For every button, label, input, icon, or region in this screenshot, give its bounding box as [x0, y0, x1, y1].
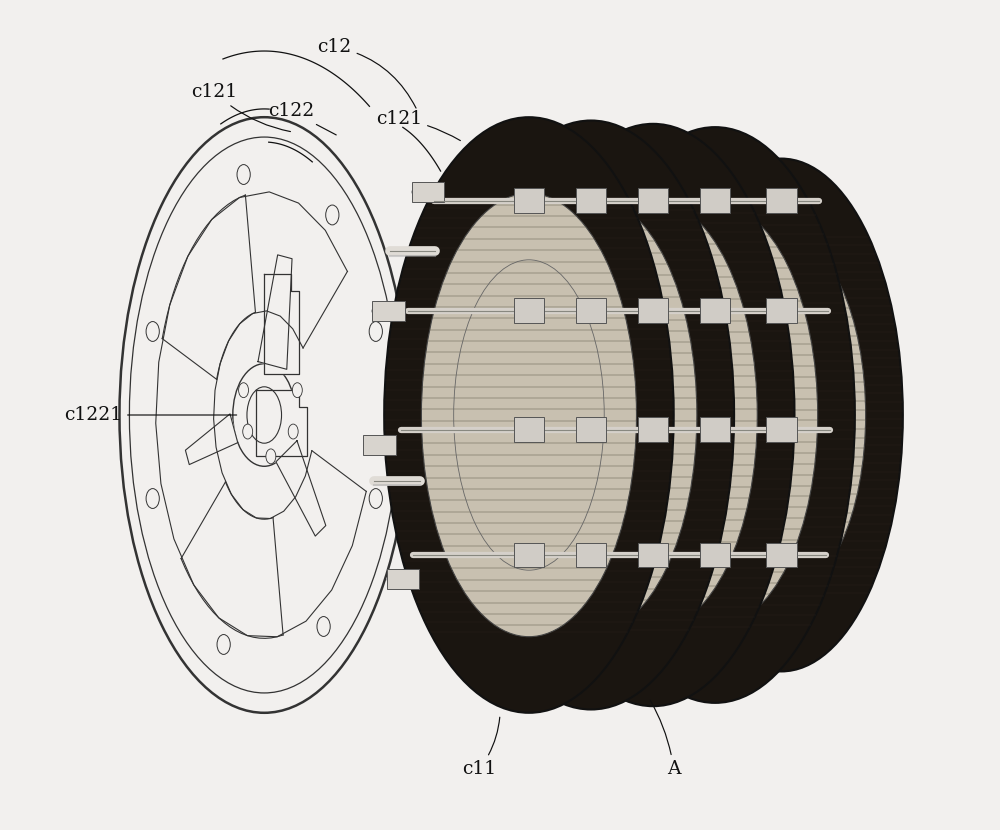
FancyBboxPatch shape: [766, 543, 797, 568]
FancyBboxPatch shape: [700, 188, 730, 213]
FancyBboxPatch shape: [576, 298, 606, 323]
FancyBboxPatch shape: [514, 298, 544, 323]
Ellipse shape: [288, 424, 298, 439]
Ellipse shape: [146, 321, 159, 341]
Ellipse shape: [512, 124, 794, 706]
Ellipse shape: [613, 203, 818, 627]
Text: c122: c122: [268, 102, 336, 135]
Ellipse shape: [549, 200, 757, 630]
Ellipse shape: [448, 120, 734, 710]
FancyBboxPatch shape: [700, 543, 730, 568]
Polygon shape: [256, 390, 307, 456]
Ellipse shape: [369, 489, 382, 509]
FancyBboxPatch shape: [514, 417, 544, 442]
FancyBboxPatch shape: [700, 298, 730, 323]
Ellipse shape: [247, 387, 282, 443]
Ellipse shape: [660, 159, 903, 671]
Polygon shape: [185, 414, 238, 465]
FancyBboxPatch shape: [638, 543, 668, 568]
Text: c12: c12: [317, 38, 416, 108]
Polygon shape: [276, 441, 326, 536]
Ellipse shape: [421, 193, 636, 637]
FancyBboxPatch shape: [576, 188, 606, 213]
Text: c121: c121: [192, 83, 290, 132]
Ellipse shape: [146, 489, 159, 509]
Ellipse shape: [237, 164, 250, 184]
FancyBboxPatch shape: [638, 417, 668, 442]
FancyBboxPatch shape: [766, 417, 797, 442]
FancyBboxPatch shape: [514, 543, 544, 568]
FancyBboxPatch shape: [766, 298, 797, 323]
Ellipse shape: [697, 233, 866, 597]
FancyBboxPatch shape: [766, 188, 797, 213]
Ellipse shape: [575, 127, 855, 703]
Text: c1221: c1221: [64, 406, 237, 424]
Ellipse shape: [233, 364, 296, 466]
Ellipse shape: [485, 197, 697, 633]
Text: c11: c11: [462, 717, 500, 778]
Ellipse shape: [369, 321, 382, 341]
Ellipse shape: [384, 117, 674, 713]
FancyBboxPatch shape: [638, 188, 668, 213]
FancyBboxPatch shape: [387, 569, 419, 588]
FancyBboxPatch shape: [412, 182, 444, 202]
FancyBboxPatch shape: [700, 417, 730, 442]
Polygon shape: [264, 275, 299, 374]
Text: c121: c121: [376, 110, 460, 140]
Ellipse shape: [243, 424, 253, 439]
FancyBboxPatch shape: [638, 298, 668, 323]
Ellipse shape: [119, 117, 409, 713]
Ellipse shape: [217, 635, 230, 654]
Ellipse shape: [317, 617, 330, 637]
Ellipse shape: [292, 383, 302, 398]
Ellipse shape: [239, 383, 249, 398]
FancyBboxPatch shape: [514, 188, 544, 213]
FancyBboxPatch shape: [363, 435, 396, 455]
Ellipse shape: [326, 205, 339, 225]
FancyBboxPatch shape: [576, 417, 606, 442]
Polygon shape: [258, 255, 292, 369]
FancyBboxPatch shape: [372, 300, 405, 320]
FancyBboxPatch shape: [576, 543, 606, 568]
Text: A: A: [650, 701, 680, 778]
Ellipse shape: [266, 449, 276, 464]
